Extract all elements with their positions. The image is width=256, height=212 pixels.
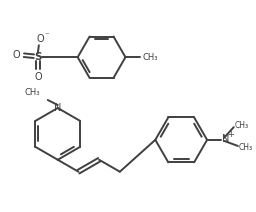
Text: N: N [222, 134, 229, 144]
Text: CH₃: CH₃ [239, 144, 253, 152]
Text: CH₃: CH₃ [24, 88, 40, 96]
Text: CH₃: CH₃ [235, 121, 249, 130]
Text: ⁻: ⁻ [45, 31, 50, 40]
Text: S: S [34, 52, 41, 62]
Text: O: O [12, 50, 20, 60]
Text: O: O [34, 72, 42, 82]
Text: O: O [36, 34, 44, 44]
Text: N: N [54, 103, 61, 113]
Text: +: + [227, 130, 234, 139]
Text: CH₃: CH₃ [142, 53, 158, 62]
